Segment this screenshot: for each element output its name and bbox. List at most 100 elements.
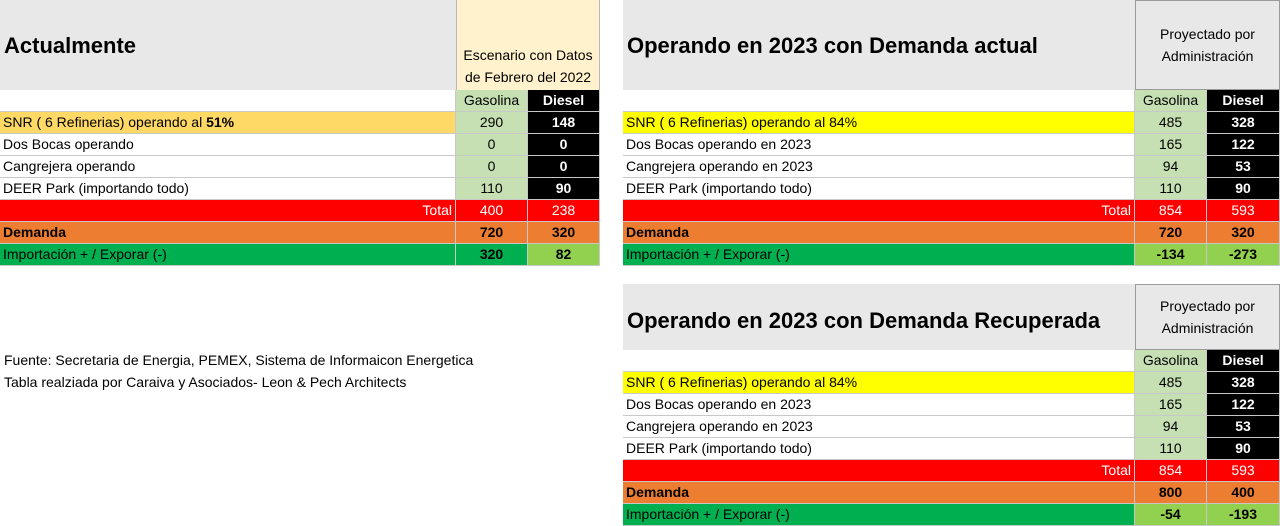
gas-value: 110 — [1135, 178, 1207, 200]
demanda-diesel: 400 — [1207, 482, 1280, 504]
importacion-gas: -134 — [1135, 244, 1207, 266]
diesel-value: 328 — [1207, 372, 1280, 394]
diesel-value: 0 — [528, 134, 600, 156]
diesel-value: 122 — [1207, 134, 1280, 156]
total-row: Total 854 593 — [623, 460, 1280, 482]
table-title: Operando en 2023 con Demanda Recuperada — [623, 284, 1135, 350]
source-note: Fuente: Secretaria de Energia, PEMEX, Si… — [4, 352, 474, 368]
table-row: Dos Bocas operando en 2023 165 122 — [623, 394, 1280, 416]
table-row: SNR ( 6 Refinerias) operando al 51% 290 … — [0, 112, 600, 134]
importacion-row: Importación + / Exporar (-) -134 -273 — [623, 244, 1280, 266]
demanda-row: Demanda 800 400 — [623, 482, 1280, 504]
col-diesel: Diesel — [1207, 350, 1280, 372]
importacion-label: Importación + / Exporar (-) — [623, 244, 1135, 266]
gas-value: 485 — [1135, 372, 1207, 394]
projection-header: Proyectado por Administración — [1135, 0, 1280, 90]
scenario-header: Escenario con Datos de Febrero del 2022 — [456, 0, 600, 90]
table-title: Actualmente — [0, 0, 456, 90]
diesel-value: 122 — [1207, 394, 1280, 416]
table-demanda-recuperada: Operando en 2023 con Demanda Recuperada … — [623, 284, 1280, 526]
importacion-diesel: -193 — [1207, 504, 1280, 526]
table-row: DEER Park (importando todo) 110 90 — [623, 178, 1280, 200]
row-label: SNR ( 6 Refinerias) operando al 51% — [0, 112, 456, 134]
diesel-value: 53 — [1207, 156, 1280, 178]
table-row: Cangrejera operando en 2023 94 53 — [623, 156, 1280, 178]
diesel-value: 90 — [1207, 438, 1280, 460]
importacion-label: Importación + / Exporar (-) — [623, 504, 1135, 526]
table-row: DEER Park (importando todo) 110 90 — [623, 438, 1280, 460]
demanda-diesel: 320 — [528, 222, 600, 244]
table-row: Cangrejera operando 0 0 — [0, 156, 600, 178]
demanda-gas: 800 — [1135, 482, 1207, 504]
demanda-label: Demanda — [0, 222, 456, 244]
gas-value: 94 — [1135, 416, 1207, 438]
importacion-gas: -54 — [1135, 504, 1207, 526]
row-label: DEER Park (importando todo) — [0, 178, 456, 200]
col-diesel: Diesel — [1207, 90, 1280, 112]
row-label: Dos Bocas operando — [0, 134, 456, 156]
row-label: Cangrejera operando en 2023 — [623, 156, 1135, 178]
importacion-diesel: -273 — [1207, 244, 1280, 266]
col-diesel: Diesel — [528, 90, 600, 112]
total-gas: 854 — [1135, 460, 1207, 482]
table-row: SNR ( 6 Refinerias) operando al 84% 485 … — [623, 372, 1280, 394]
gas-value: 94 — [1135, 156, 1207, 178]
importacion-row: Importación + / Exporar (-) 320 82 — [0, 244, 600, 266]
total-gas: 854 — [1135, 200, 1207, 222]
diesel-value: 0 — [528, 156, 600, 178]
demanda-row: Demanda 720 320 — [623, 222, 1280, 244]
table-row: Dos Bocas operando en 2023 165 122 — [623, 134, 1280, 156]
col-gasolina: Gasolina — [456, 90, 528, 112]
row-label: Cangrejera operando — [0, 156, 456, 178]
header-spacer — [623, 90, 1135, 112]
total-label: Total — [0, 200, 456, 222]
importacion-row: Importación + / Exporar (-) -54 -193 — [623, 504, 1280, 526]
col-gasolina: Gasolina — [1135, 350, 1207, 372]
demanda-gas: 720 — [456, 222, 528, 244]
diesel-value: 148 — [528, 112, 600, 134]
table-row: DEER Park (importando todo) 110 90 — [0, 178, 600, 200]
row-label: SNR ( 6 Refinerias) operando al 84% — [623, 372, 1135, 394]
table-row: Dos Bocas operando 0 0 — [0, 134, 600, 156]
total-row: Total 400 238 — [0, 200, 600, 222]
row-label: DEER Park (importando todo) — [623, 178, 1135, 200]
total-row: Total 854 593 — [623, 200, 1280, 222]
row-label: Cangrejera operando en 2023 — [623, 416, 1135, 438]
header-spacer — [0, 90, 456, 112]
gas-value: 165 — [1135, 394, 1207, 416]
demanda-label: Demanda — [623, 222, 1135, 244]
table-title: Operando en 2023 con Demanda actual — [623, 0, 1135, 90]
gas-value: 0 — [456, 134, 528, 156]
row-label: SNR ( 6 Refinerias) operando al 84% — [623, 112, 1135, 134]
total-gas: 400 — [456, 200, 528, 222]
diesel-value: 90 — [1207, 178, 1280, 200]
table-row: Cangrejera operando en 2023 94 53 — [623, 416, 1280, 438]
total-label: Total — [623, 460, 1135, 482]
gas-value: 290 — [456, 112, 528, 134]
demanda-diesel: 320 — [1207, 222, 1280, 244]
projection-header: Proyectado por Administración — [1135, 284, 1280, 350]
total-label: Total — [623, 200, 1135, 222]
col-gasolina: Gasolina — [1135, 90, 1207, 112]
demanda-label: Demanda — [623, 482, 1135, 504]
diesel-value: 53 — [1207, 416, 1280, 438]
demanda-row: Demanda 720 320 — [0, 222, 600, 244]
diesel-value: 328 — [1207, 112, 1280, 134]
importacion-label: Importación + / Exporar (-) — [0, 244, 456, 266]
gas-value: 485 — [1135, 112, 1207, 134]
gas-value: 165 — [1135, 134, 1207, 156]
row-label: Dos Bocas operando en 2023 — [623, 134, 1135, 156]
total-diesel: 593 — [1207, 460, 1280, 482]
gas-value: 0 — [456, 156, 528, 178]
credit-note: Tabla realziada por Caraiva y Asociados-… — [4, 374, 407, 390]
header-spacer — [623, 350, 1135, 372]
row-label: DEER Park (importando todo) — [623, 438, 1135, 460]
table-demanda-actual: Operando en 2023 con Demanda actual Proy… — [623, 0, 1280, 266]
importacion-diesel: 82 — [528, 244, 600, 266]
gas-value: 110 — [456, 178, 528, 200]
table-actualmente: Actualmente Escenario con Datos de Febre… — [0, 0, 600, 266]
diesel-value: 90 — [528, 178, 600, 200]
importacion-gas: 320 — [456, 244, 528, 266]
table-row: SNR ( 6 Refinerias) operando al 84% 485 … — [623, 112, 1280, 134]
total-diesel: 593 — [1207, 200, 1280, 222]
